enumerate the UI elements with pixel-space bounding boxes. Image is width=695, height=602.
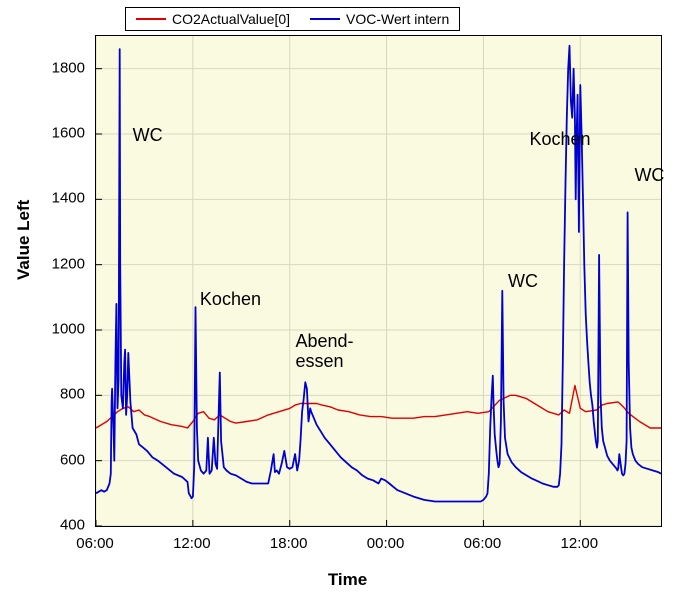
legend-label-co2: CO2ActualValue[0] [172,11,290,27]
annotation-label: WC [508,272,538,292]
x-axis-label: Time [328,570,367,590]
annotation-label: WC [133,126,163,146]
legend: CO2ActualValue[0] VOC-Wert intern [125,7,460,31]
plot-svg [96,36,661,526]
annotation-label: WC [634,166,664,186]
y-tick-label: 800 [60,386,85,403]
x-tick-label: 06:00 [76,535,114,552]
legend-item-co2: CO2ActualValue[0] [136,11,290,27]
legend-swatch-co2 [136,18,166,19]
y-tick-label: 1600 [52,125,85,142]
x-tick-label: 06:00 [464,535,502,552]
y-tick-label: 400 [60,517,85,534]
x-tick-label: 18:00 [270,535,308,552]
y-tick-label: 1200 [52,255,85,272]
x-tick-label: 00:00 [367,535,405,552]
x-tick-label: 12:00 [173,535,211,552]
annotation-label: Abend- essen [295,332,353,372]
x-tick-label: 12:00 [561,535,599,552]
legend-item-voc: VOC-Wert intern [310,11,449,27]
y-tick-label: 1800 [52,59,85,76]
y-tick-label: 1400 [52,190,85,207]
y-axis-label: Value Left [14,200,34,280]
chart-container: CO2ActualValue[0] VOC-Wert intern Value … [0,0,695,602]
legend-swatch-voc [310,18,340,20]
legend-label-voc: VOC-Wert intern [346,11,449,27]
annotation-label: Kochen [200,290,261,310]
annotation-label: Kochen [530,130,591,150]
y-tick-label: 600 [60,451,85,468]
y-tick-label: 1000 [52,321,85,338]
plot-area [95,35,662,527]
